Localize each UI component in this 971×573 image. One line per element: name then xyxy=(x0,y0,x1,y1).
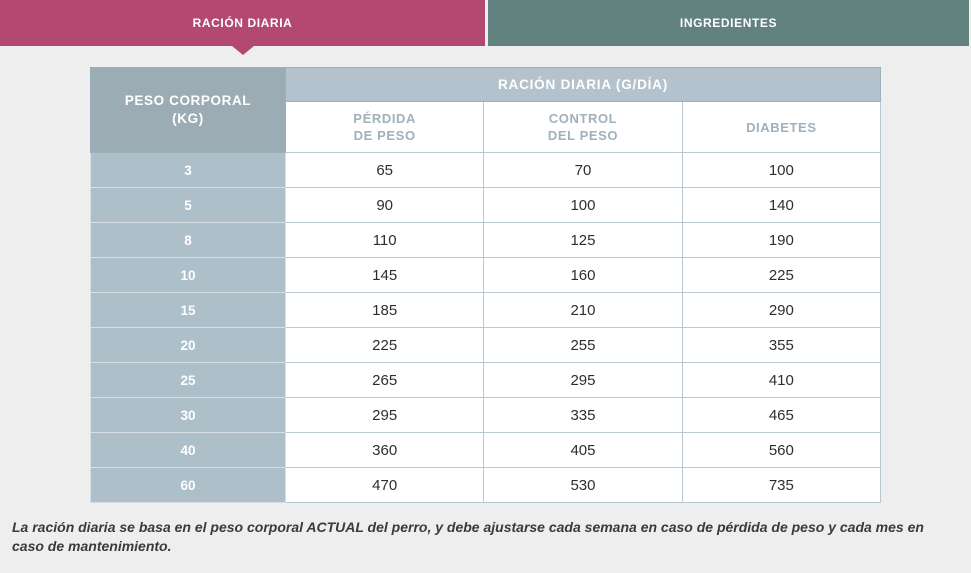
row-weight-cell: 10 xyxy=(90,257,286,293)
row-value-cell: 145 xyxy=(284,257,485,293)
row-weight-cell: 25 xyxy=(90,362,286,398)
row-value-cell: 185 xyxy=(284,292,485,328)
span-header-racion-diaria: RACIÓN DIARIA (G/DÍA) xyxy=(285,67,881,102)
table-row: 5 90 100 140 xyxy=(90,187,882,223)
table-row: 25 265 295 410 xyxy=(90,362,882,398)
row-weight-cell: 5 xyxy=(90,187,286,223)
row-value-cell: 560 xyxy=(681,432,882,468)
row-value-cell: 405 xyxy=(483,432,683,468)
row-weight-cell: 40 xyxy=(90,432,286,468)
table-row: 15 185 210 290 xyxy=(90,292,882,328)
row-value-cell: 110 xyxy=(284,222,485,258)
row-value-cell: 140 xyxy=(681,187,882,223)
row-value-cell: 265 xyxy=(284,362,485,398)
table-row: 8 110 125 190 xyxy=(90,222,882,258)
column-header-control-del-peso: CONTROL DEL PESO xyxy=(483,101,683,153)
row-value-cell: 125 xyxy=(483,222,683,258)
table-row: 20 225 255 355 xyxy=(90,327,882,363)
row-value-cell: 190 xyxy=(681,222,882,258)
row-weight-cell: 8 xyxy=(90,222,286,258)
table-body: 3 65 70 100 5 90 100 140 8 110 125 190 1… xyxy=(90,152,882,503)
row-value-cell: 70 xyxy=(483,152,683,188)
tab-ingredientes[interactable]: INGREDIENTES xyxy=(488,0,969,46)
row-weight-cell: 60 xyxy=(90,467,286,503)
row-value-cell: 360 xyxy=(284,432,485,468)
tab-racion-diaria[interactable]: RACIÓN DIARIA xyxy=(0,0,485,46)
column-header-perdida-de-peso: PÉRDIDA DE PESO xyxy=(284,101,485,153)
row-value-cell: 210 xyxy=(483,292,683,328)
row-value-cell: 355 xyxy=(681,327,882,363)
table-row: 10 145 160 225 xyxy=(90,257,882,293)
row-weight-cell: 30 xyxy=(90,397,286,433)
row-value-cell: 100 xyxy=(483,187,683,223)
row-value-cell: 470 xyxy=(284,467,485,503)
row-value-cell: 255 xyxy=(483,327,683,363)
active-tab-pointer-icon xyxy=(232,46,254,55)
row-value-cell: 410 xyxy=(681,362,882,398)
ration-table: PESO CORPORAL (KG) RACIÓN DIARIA (G/DÍA)… xyxy=(90,67,882,503)
corner-header-peso-corporal: PESO CORPORAL (KG) xyxy=(90,67,286,153)
row-weight-cell: 15 xyxy=(90,292,286,328)
tab-bar: RACIÓN DIARIA INGREDIENTES xyxy=(0,0,969,55)
footnote-text: La ración diaria se basa en el peso corp… xyxy=(12,519,924,554)
row-value-cell: 530 xyxy=(483,467,683,503)
table-row: 60 470 530 735 xyxy=(90,467,882,503)
row-value-cell: 295 xyxy=(284,397,485,433)
row-value-cell: 100 xyxy=(681,152,882,188)
row-value-cell: 735 xyxy=(681,467,882,503)
row-value-cell: 465 xyxy=(681,397,882,433)
table-row: 3 65 70 100 xyxy=(90,152,882,188)
table-row: 30 295 335 465 xyxy=(90,397,882,433)
row-weight-cell: 3 xyxy=(90,152,286,188)
tab-divider xyxy=(485,0,488,46)
row-value-cell: 225 xyxy=(681,257,882,293)
row-value-cell: 160 xyxy=(483,257,683,293)
row-value-cell: 295 xyxy=(483,362,683,398)
row-value-cell: 225 xyxy=(284,327,485,363)
row-value-cell: 290 xyxy=(681,292,882,328)
table-row: 40 360 405 560 xyxy=(90,432,882,468)
row-value-cell: 90 xyxy=(284,187,485,223)
row-value-cell: 65 xyxy=(284,152,485,188)
row-value-cell: 335 xyxy=(483,397,683,433)
row-weight-cell: 20 xyxy=(90,327,286,363)
column-header-diabetes: DIABETES xyxy=(681,101,882,153)
